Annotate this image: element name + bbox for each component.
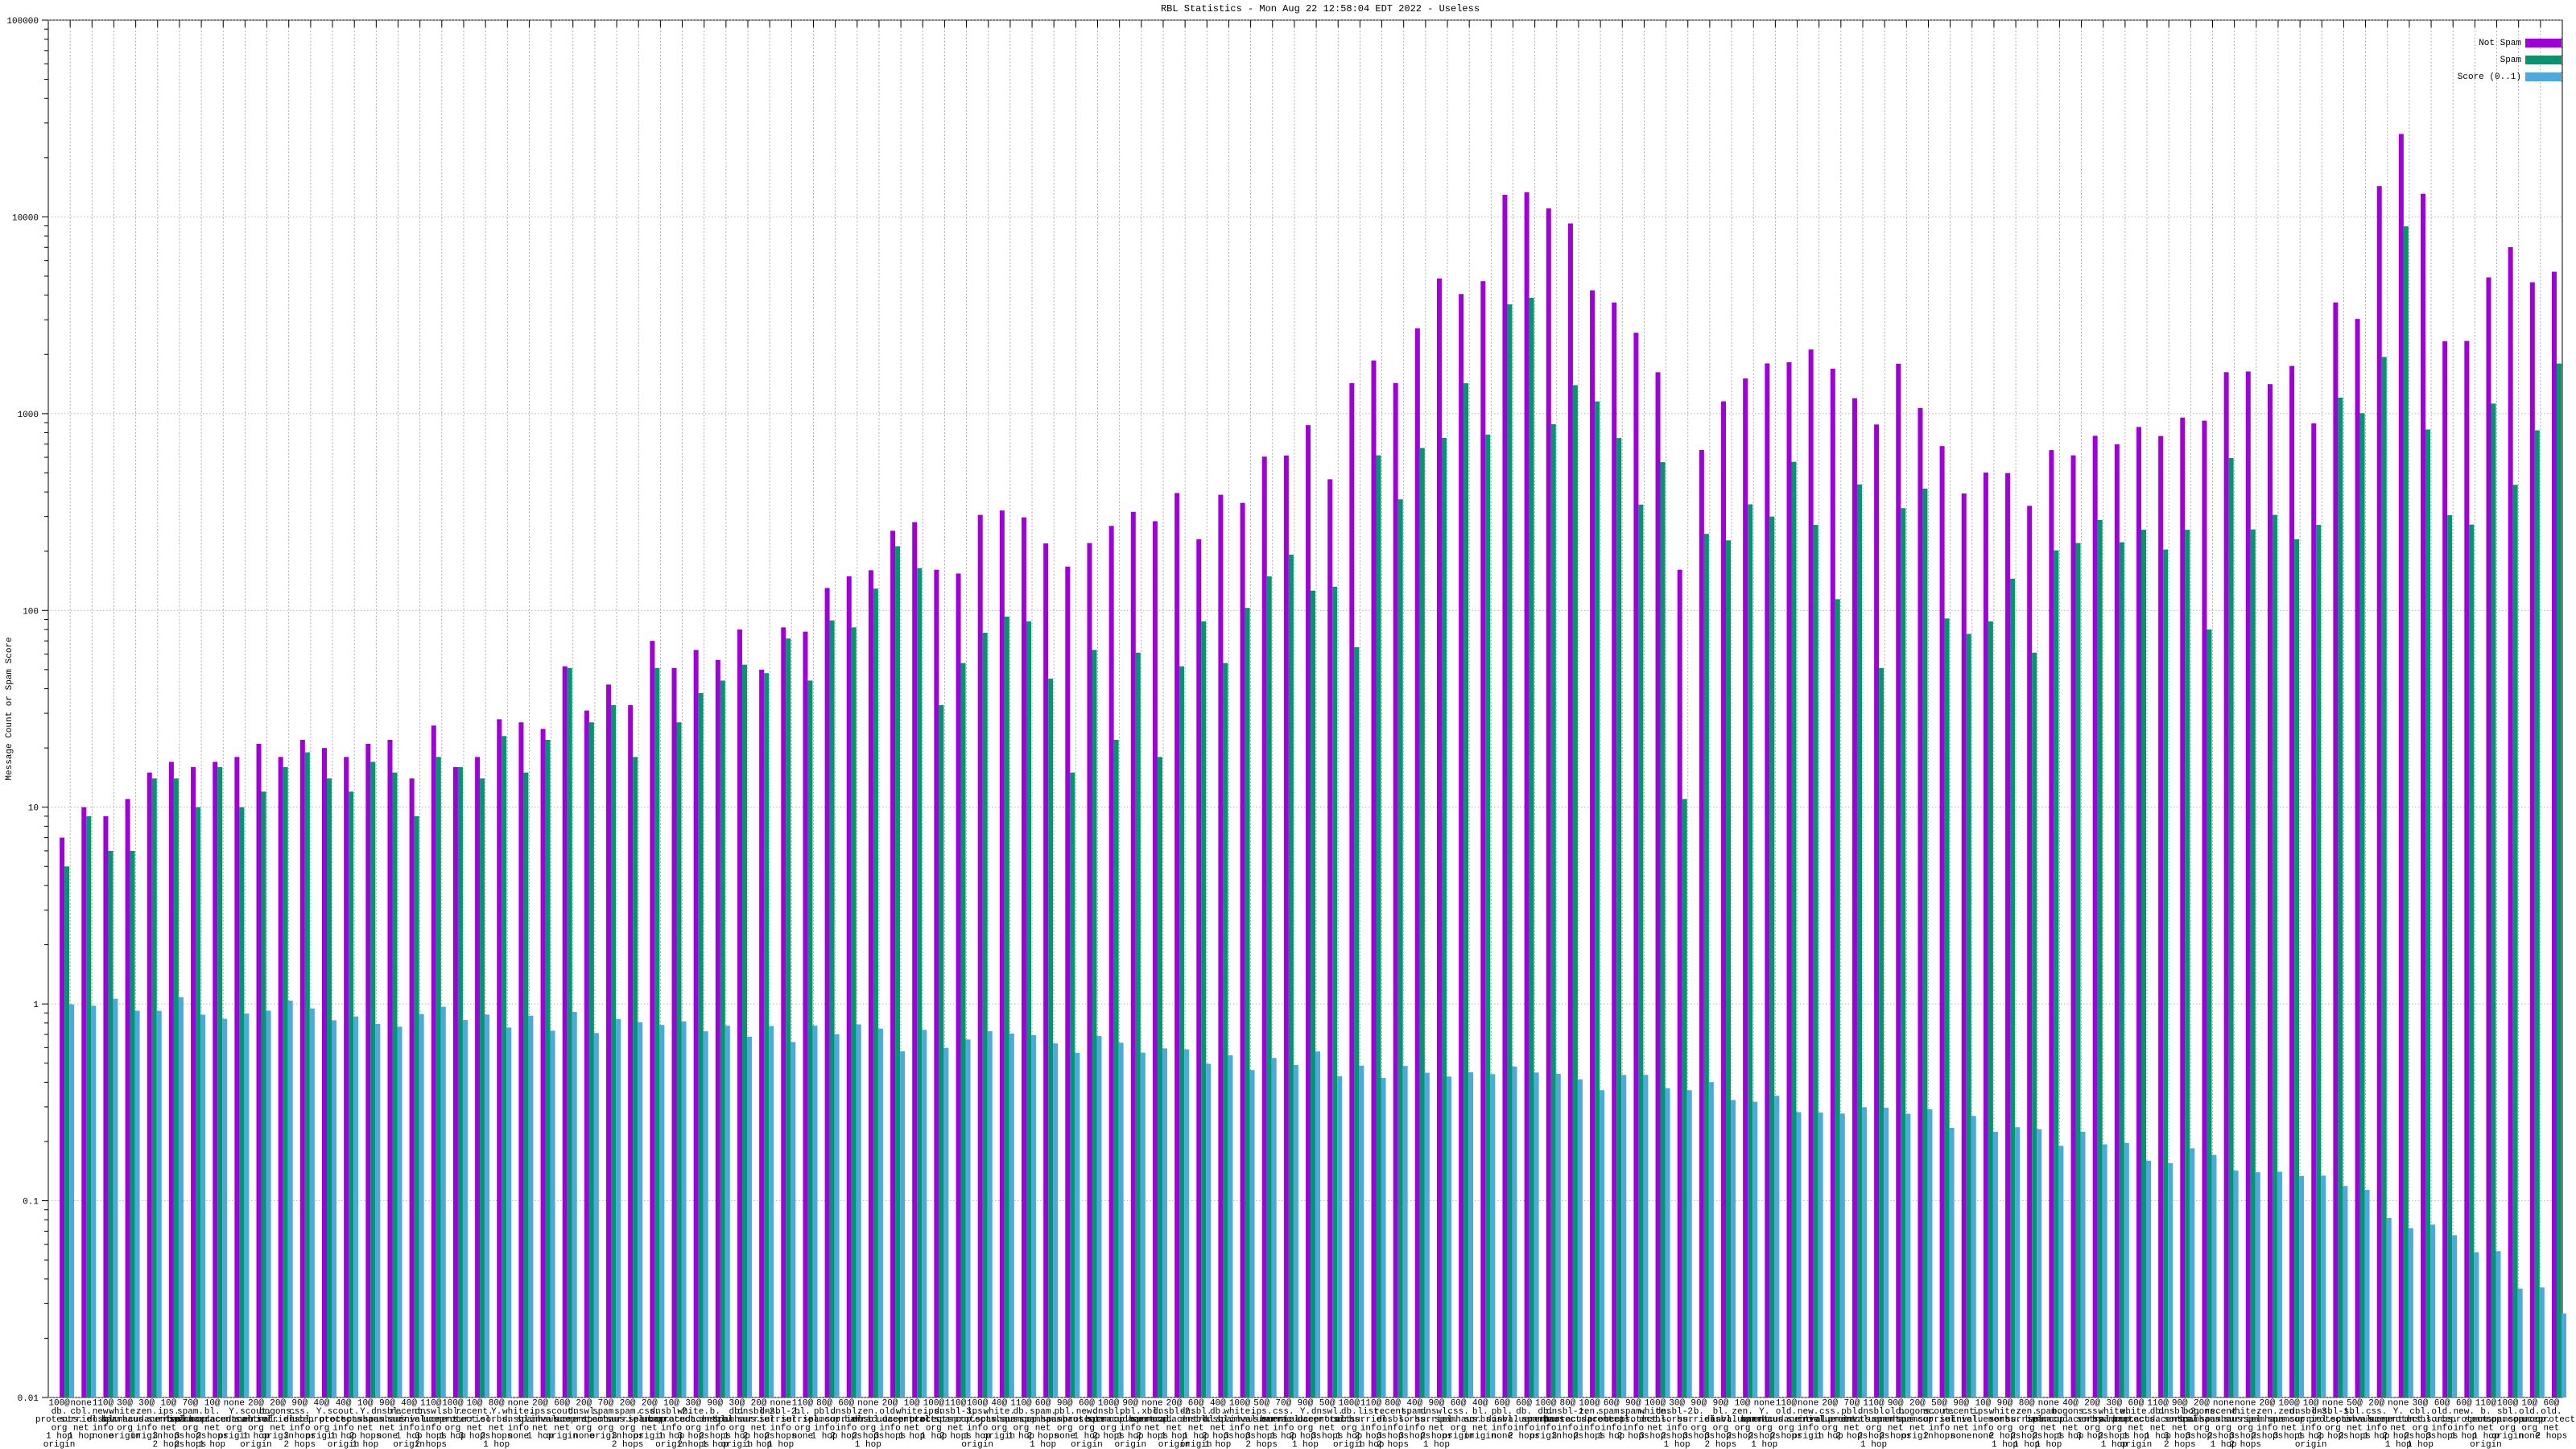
svg-text:RBL Statistics - Mon Aug 22 12: RBL Statistics - Mon Aug 22 12:58:04 EDT… [1161,3,1480,14]
svg-text:none: none [1951,1432,1971,1442]
svg-text:none: none [508,1432,529,1442]
svg-text:1: 1 [33,1001,39,1010]
svg-text:10000: 10000 [12,213,39,223]
svg-text:100: 100 [23,607,39,617]
svg-text:Not Spam: Not Spam [2479,39,2521,48]
svg-text:1 hop: 1 hop [68,1432,94,1442]
svg-text:1 hop: 1 hop [352,1440,378,1449]
svg-text:2 hops: 2 hops [2536,1432,2568,1442]
svg-text:none: none [792,1432,813,1442]
svg-text:Score (0..1): Score (0..1) [2458,72,2521,82]
svg-text:1 hop: 1 hop [1030,1440,1056,1449]
svg-text:1 hop: 1 hop [483,1440,510,1449]
svg-text:100000: 100000 [6,17,39,27]
svg-text:10: 10 [28,804,39,814]
svg-text:0.01: 0.01 [18,1394,39,1404]
svg-text:1 hop: 1 hop [767,1440,794,1449]
svg-text:Spam: Spam [2500,56,2522,65]
svg-text:1000: 1000 [18,411,39,420]
svg-text:0.1: 0.1 [23,1198,39,1208]
svg-text:Message Count or Spam Score: Message Count or Spam Score [5,637,14,780]
